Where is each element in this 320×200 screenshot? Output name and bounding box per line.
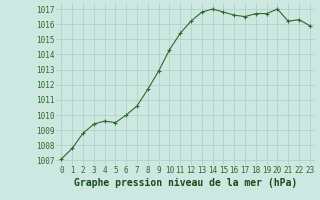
X-axis label: Graphe pression niveau de la mer (hPa): Graphe pression niveau de la mer (hPa): [74, 178, 297, 188]
